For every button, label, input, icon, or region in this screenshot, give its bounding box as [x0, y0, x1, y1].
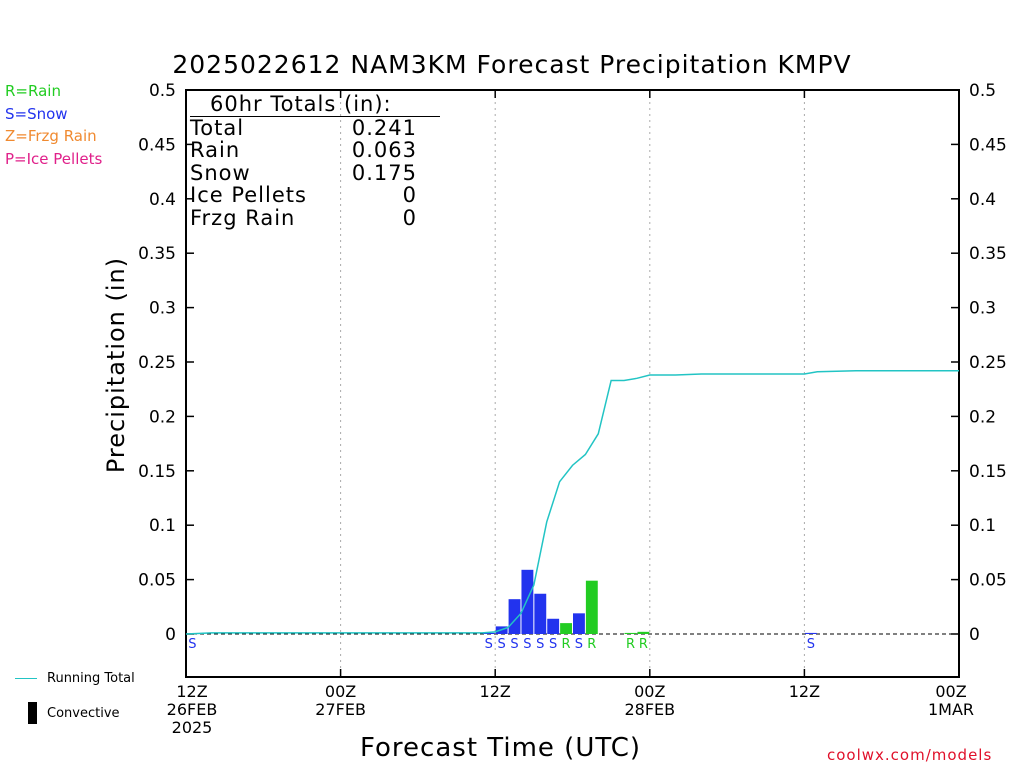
precip-bar: [521, 569, 534, 634]
y-axis-label: Precipitation (in): [102, 257, 130, 473]
y-tick-label-right: 0.2: [969, 407, 996, 427]
x-tick-label: 00Z: [325, 682, 356, 701]
ptype-marker: S: [188, 637, 196, 652]
legend-convective-label: Convective: [47, 705, 120, 721]
totals-label: Frzg Rain: [190, 205, 296, 230]
running-total-swatch: [15, 677, 37, 679]
totals-label: Ice Pellets: [190, 183, 307, 207]
y-tick-label-right: 0.4: [969, 190, 996, 210]
running-total-line: [185, 369, 959, 635]
totals-value: 0.175: [351, 160, 417, 185]
ptype-marker: S: [498, 637, 506, 652]
precip-bar: [637, 631, 650, 634]
x-axis-label: Forecast Time (UTC): [360, 733, 642, 763]
legend-snow: S=Snow: [5, 104, 68, 123]
precip-bar: [804, 632, 817, 634]
precip-bar: [547, 618, 560, 634]
x-tick-label: 12Z: [176, 682, 207, 701]
y-tick-label-right: 0.5: [969, 81, 996, 101]
totals-value: 0: [402, 205, 417, 230]
running-total-layer: [185, 369, 959, 635]
x-tick-label: 00Z: [935, 682, 966, 701]
y-tick-label-right: 0.25: [969, 353, 1007, 373]
legend-running-total: Running Total: [15, 668, 135, 688]
y-tick-label-right: 0.1: [969, 516, 996, 536]
y-tick-label: 0.4: [149, 190, 176, 210]
x-tick-label: 2025: [172, 718, 213, 737]
ptype-marker: S: [523, 637, 531, 652]
totals-row-frzg-rain: Frzg Rain 0: [190, 205, 440, 230]
ptype-marker: S: [485, 637, 493, 652]
totals-row-snow: Snow 0.175: [190, 160, 440, 185]
grid-lines: [186, 90, 959, 677]
x-tick-label: 1MAR: [928, 700, 974, 719]
ptype-marker: R: [587, 637, 596, 652]
precip-type-legend: R=Rain S=Snow Z=Frzg Rain P=Ice Pellets: [5, 80, 102, 170]
y-tick-label: 0: [165, 625, 176, 645]
ptype-marker: R: [639, 637, 648, 652]
precip-bar: [482, 632, 495, 634]
axes: [185, 89, 960, 678]
totals-label: Total: [190, 115, 245, 140]
plot-frame: [185, 89, 960, 678]
ptype-marker: S: [536, 637, 544, 652]
legend-convective: Convective: [15, 702, 135, 724]
y-tick-label: 0.15: [138, 462, 176, 482]
credit-text: coolwx.com/models: [827, 746, 993, 764]
ptype-marker: S: [549, 637, 557, 652]
totals-label: Snow: [190, 160, 251, 185]
y-tick-label: 0.2: [149, 407, 176, 427]
ptype-marker: S: [510, 637, 518, 652]
precip-bar: [624, 632, 637, 634]
x-tick-label: 26FEB: [167, 700, 218, 719]
x-tick-label: 00Z: [634, 682, 665, 701]
y-tick-label: 0.5: [149, 81, 176, 101]
totals-value: 0.241: [351, 115, 417, 140]
y-tick-label-right: 0.35: [969, 244, 1007, 264]
legend-ice-pellets: P=Ice Pellets: [5, 149, 103, 168]
y-tick-label: 0.05: [138, 571, 176, 591]
precip-bar: [508, 599, 521, 634]
y-tick-label: 0.35: [138, 244, 176, 264]
totals-value: 0: [402, 183, 417, 207]
totals-row-ice-pellets: Ice Pellets 0: [190, 184, 440, 207]
precip-bar: [534, 593, 547, 634]
chart-title: 2025022612 NAM3KM Forecast Precipitation…: [172, 50, 852, 79]
legend-freezing-rain: Z=Frzg Rain: [5, 127, 97, 145]
y-tick-label-right: 0.15: [969, 462, 1007, 482]
legend-running-total-label: Running Total: [47, 670, 135, 686]
y-tick-label: 0.1: [149, 516, 176, 536]
totals-row-total: Total 0.241: [190, 115, 440, 140]
convective-swatch: [28, 702, 37, 724]
precip-bar: [573, 613, 585, 634]
bottom-legend: Running Total Convective: [15, 668, 135, 724]
y-tick-label: 0.45: [138, 135, 176, 155]
totals-label: Rain: [190, 138, 241, 162]
y-tick-label: 0.25: [138, 353, 176, 373]
ptype-marker: S: [575, 637, 583, 652]
x-tick-label: 12Z: [789, 682, 820, 701]
ptype-marker: S: [807, 637, 815, 652]
y-tick-label-right: 0: [969, 625, 980, 645]
y-tick-label-right: 0.3: [969, 299, 996, 319]
y-tick-label-right: 0.05: [969, 571, 1007, 591]
y-tick-label-right: 0.45: [969, 135, 1007, 155]
totals-header: 60hr Totals (in):: [190, 93, 440, 117]
totals-row-rain: Rain 0.063: [190, 139, 440, 162]
x-tick-label: 28FEB: [624, 700, 675, 719]
legend-rain: R=Rain: [5, 82, 61, 100]
y-tick-label: 0.3: [149, 299, 176, 319]
ptype-marker: R: [626, 637, 635, 652]
ptype-marker: R: [562, 637, 571, 652]
totals-value: 0.063: [351, 138, 417, 162]
precip-bar: [585, 580, 598, 634]
totals-box: 60hr Totals (in): Total 0.241 Rain 0.063…: [190, 93, 440, 229]
x-tick-label: 27FEB: [315, 700, 366, 719]
x-tick-label: 12Z: [480, 682, 511, 701]
precip-bar: [560, 623, 572, 634]
